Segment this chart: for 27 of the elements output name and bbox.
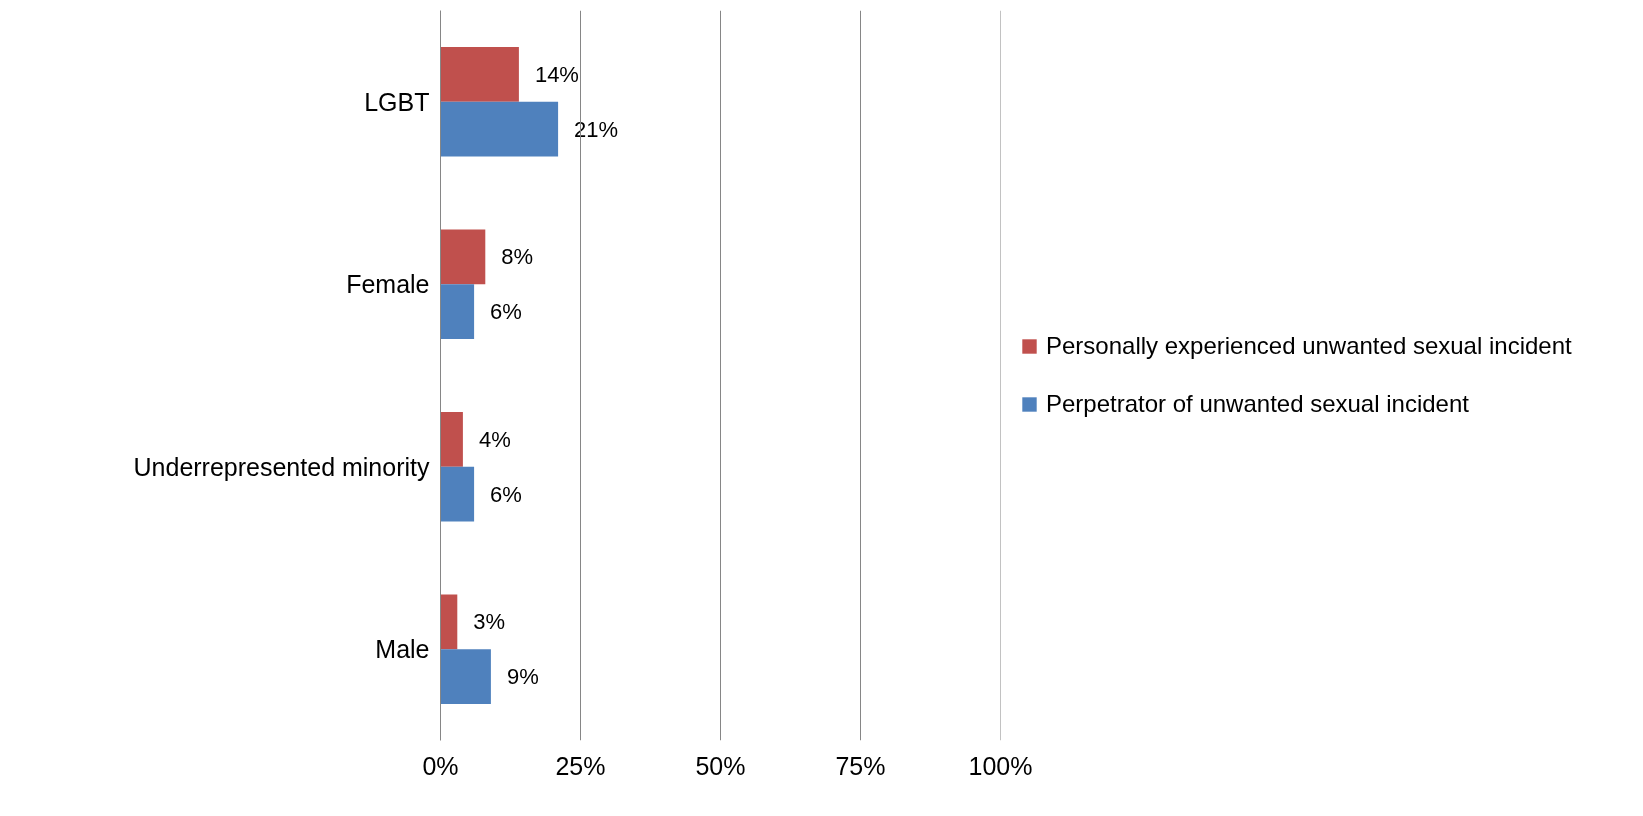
y-tick-label: Female [346, 270, 430, 299]
bar [440, 229, 486, 285]
y-tick-label: Underrepresented minority [133, 452, 430, 481]
y-tick-label: Male [375, 635, 430, 664]
x-tick-label: 25% [555, 751, 606, 780]
bar [440, 594, 458, 650]
bar [440, 466, 475, 522]
bar [440, 649, 491, 704]
data-label: 3% [473, 609, 506, 635]
data-label: 6% [490, 481, 522, 507]
bar [440, 101, 559, 157]
bar [440, 284, 475, 339]
bar [440, 412, 463, 467]
legend-label: Personally experienced unwanted sexual incident [1046, 332, 1572, 360]
data-label: 4% [478, 426, 511, 452]
legend-label: Perpetrator of unwanted sexual incident [1046, 390, 1469, 418]
x-tick-label: 50% [695, 751, 746, 780]
data-label: 21% [574, 116, 619, 142]
data-label: 9% [506, 664, 539, 690]
data-label: 14% [534, 61, 579, 87]
data-label: 6% [490, 299, 522, 325]
y-tick-label: LGBT [364, 87, 430, 116]
x-tick-label: 100% [968, 751, 1033, 780]
x-tick-label: 75% [835, 751, 886, 780]
x-tick-label: 0% [422, 751, 459, 780]
data-label: 8% [501, 244, 534, 270]
bar [440, 47, 519, 102]
